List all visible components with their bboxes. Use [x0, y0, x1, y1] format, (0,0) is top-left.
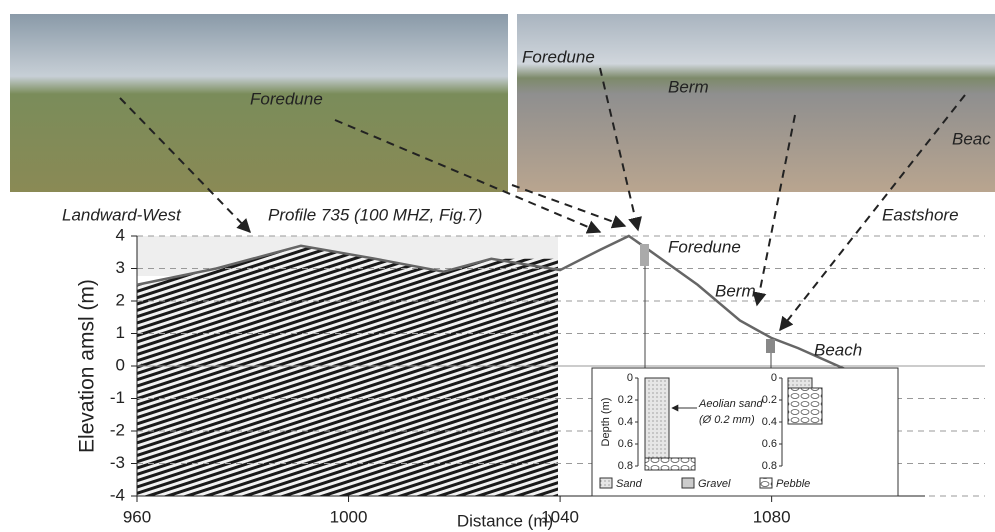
inset-tick-label: 0.2: [618, 394, 633, 406]
y-tick-label: -1: [110, 388, 125, 407]
elevation-line: [136, 234, 889, 390]
inset-tick-label: 0.2: [762, 394, 777, 406]
legend-label: Gravel: [698, 478, 731, 490]
photo-label: Foredune: [522, 47, 595, 66]
legend-swatch: [599, 477, 613, 489]
inset-tick-label: 0: [627, 372, 633, 384]
photo: [10, 14, 508, 192]
sand-column: [644, 377, 670, 459]
annotation: Profile 735 (100 MHZ, Fig.7): [268, 205, 482, 224]
core-marker: [640, 244, 649, 266]
annotation: Beach: [814, 340, 862, 359]
inset-tick-label: 0.6: [762, 438, 777, 450]
core-marker: [766, 339, 775, 353]
legend-label: Pebble: [776, 478, 810, 490]
inset-note: Aeolian sand: [698, 398, 763, 410]
inset-tick-label: 0.4: [762, 416, 777, 428]
x-tick-label: 960: [123, 507, 151, 526]
radargram: [137, 245, 558, 496]
sand-column: [787, 377, 813, 389]
y-tick-label: 0: [116, 355, 125, 374]
y-tick-label: 2: [116, 290, 125, 309]
inset-tick-label: 0.6: [618, 438, 633, 450]
photo-label: Berm: [668, 77, 709, 96]
inset-note: (Ø 0.2 mm): [699, 414, 755, 426]
pebble-layer: [787, 387, 823, 425]
pebble-layer: [644, 457, 696, 471]
photo: [517, 14, 995, 192]
y-tick-label: 4: [116, 225, 125, 244]
y-tick-label: -3: [110, 453, 125, 472]
y-tick-label: 3: [116, 258, 125, 277]
annotation: Foredune: [668, 237, 741, 256]
legend-swatch: [681, 477, 695, 489]
annotation: Eastshore: [882, 205, 959, 224]
x-tick-label: 1000: [330, 507, 368, 526]
y-tick-label: -4: [110, 485, 125, 504]
x-tick-label: 1040: [541, 507, 579, 526]
plot: -4 -3 -2 -1 0 1 2 3 4 960 1000 1040 1080 Distance (m)…: [62, 205, 985, 530]
photo-label: Foredune: [250, 89, 323, 108]
legend-label: Sand: [616, 478, 643, 490]
legend-swatch: [759, 477, 773, 489]
annotation: Berm: [715, 281, 756, 300]
annotation: Landward-West: [62, 205, 182, 224]
y-tick-label: -2: [110, 420, 125, 439]
inset-box: [591, 367, 899, 497]
x-tick-label: 1080: [753, 507, 791, 526]
inset-y-label: Depth (m): [600, 398, 612, 447]
inset-tick-label: 0.4: [618, 416, 633, 428]
inset-tick-label: 0.8: [762, 460, 777, 472]
arrows: [119, 67, 966, 332]
y-tick-label: 1: [116, 323, 125, 342]
inset-tick-label: 0.8: [618, 460, 633, 472]
x-axis-label: Distance (m): [457, 511, 553, 530]
photo-label: Beac: [952, 129, 991, 148]
y-axis-label: Elevation amsl (m): [76, 279, 99, 453]
inset-tick-label: 0: [771, 372, 777, 384]
